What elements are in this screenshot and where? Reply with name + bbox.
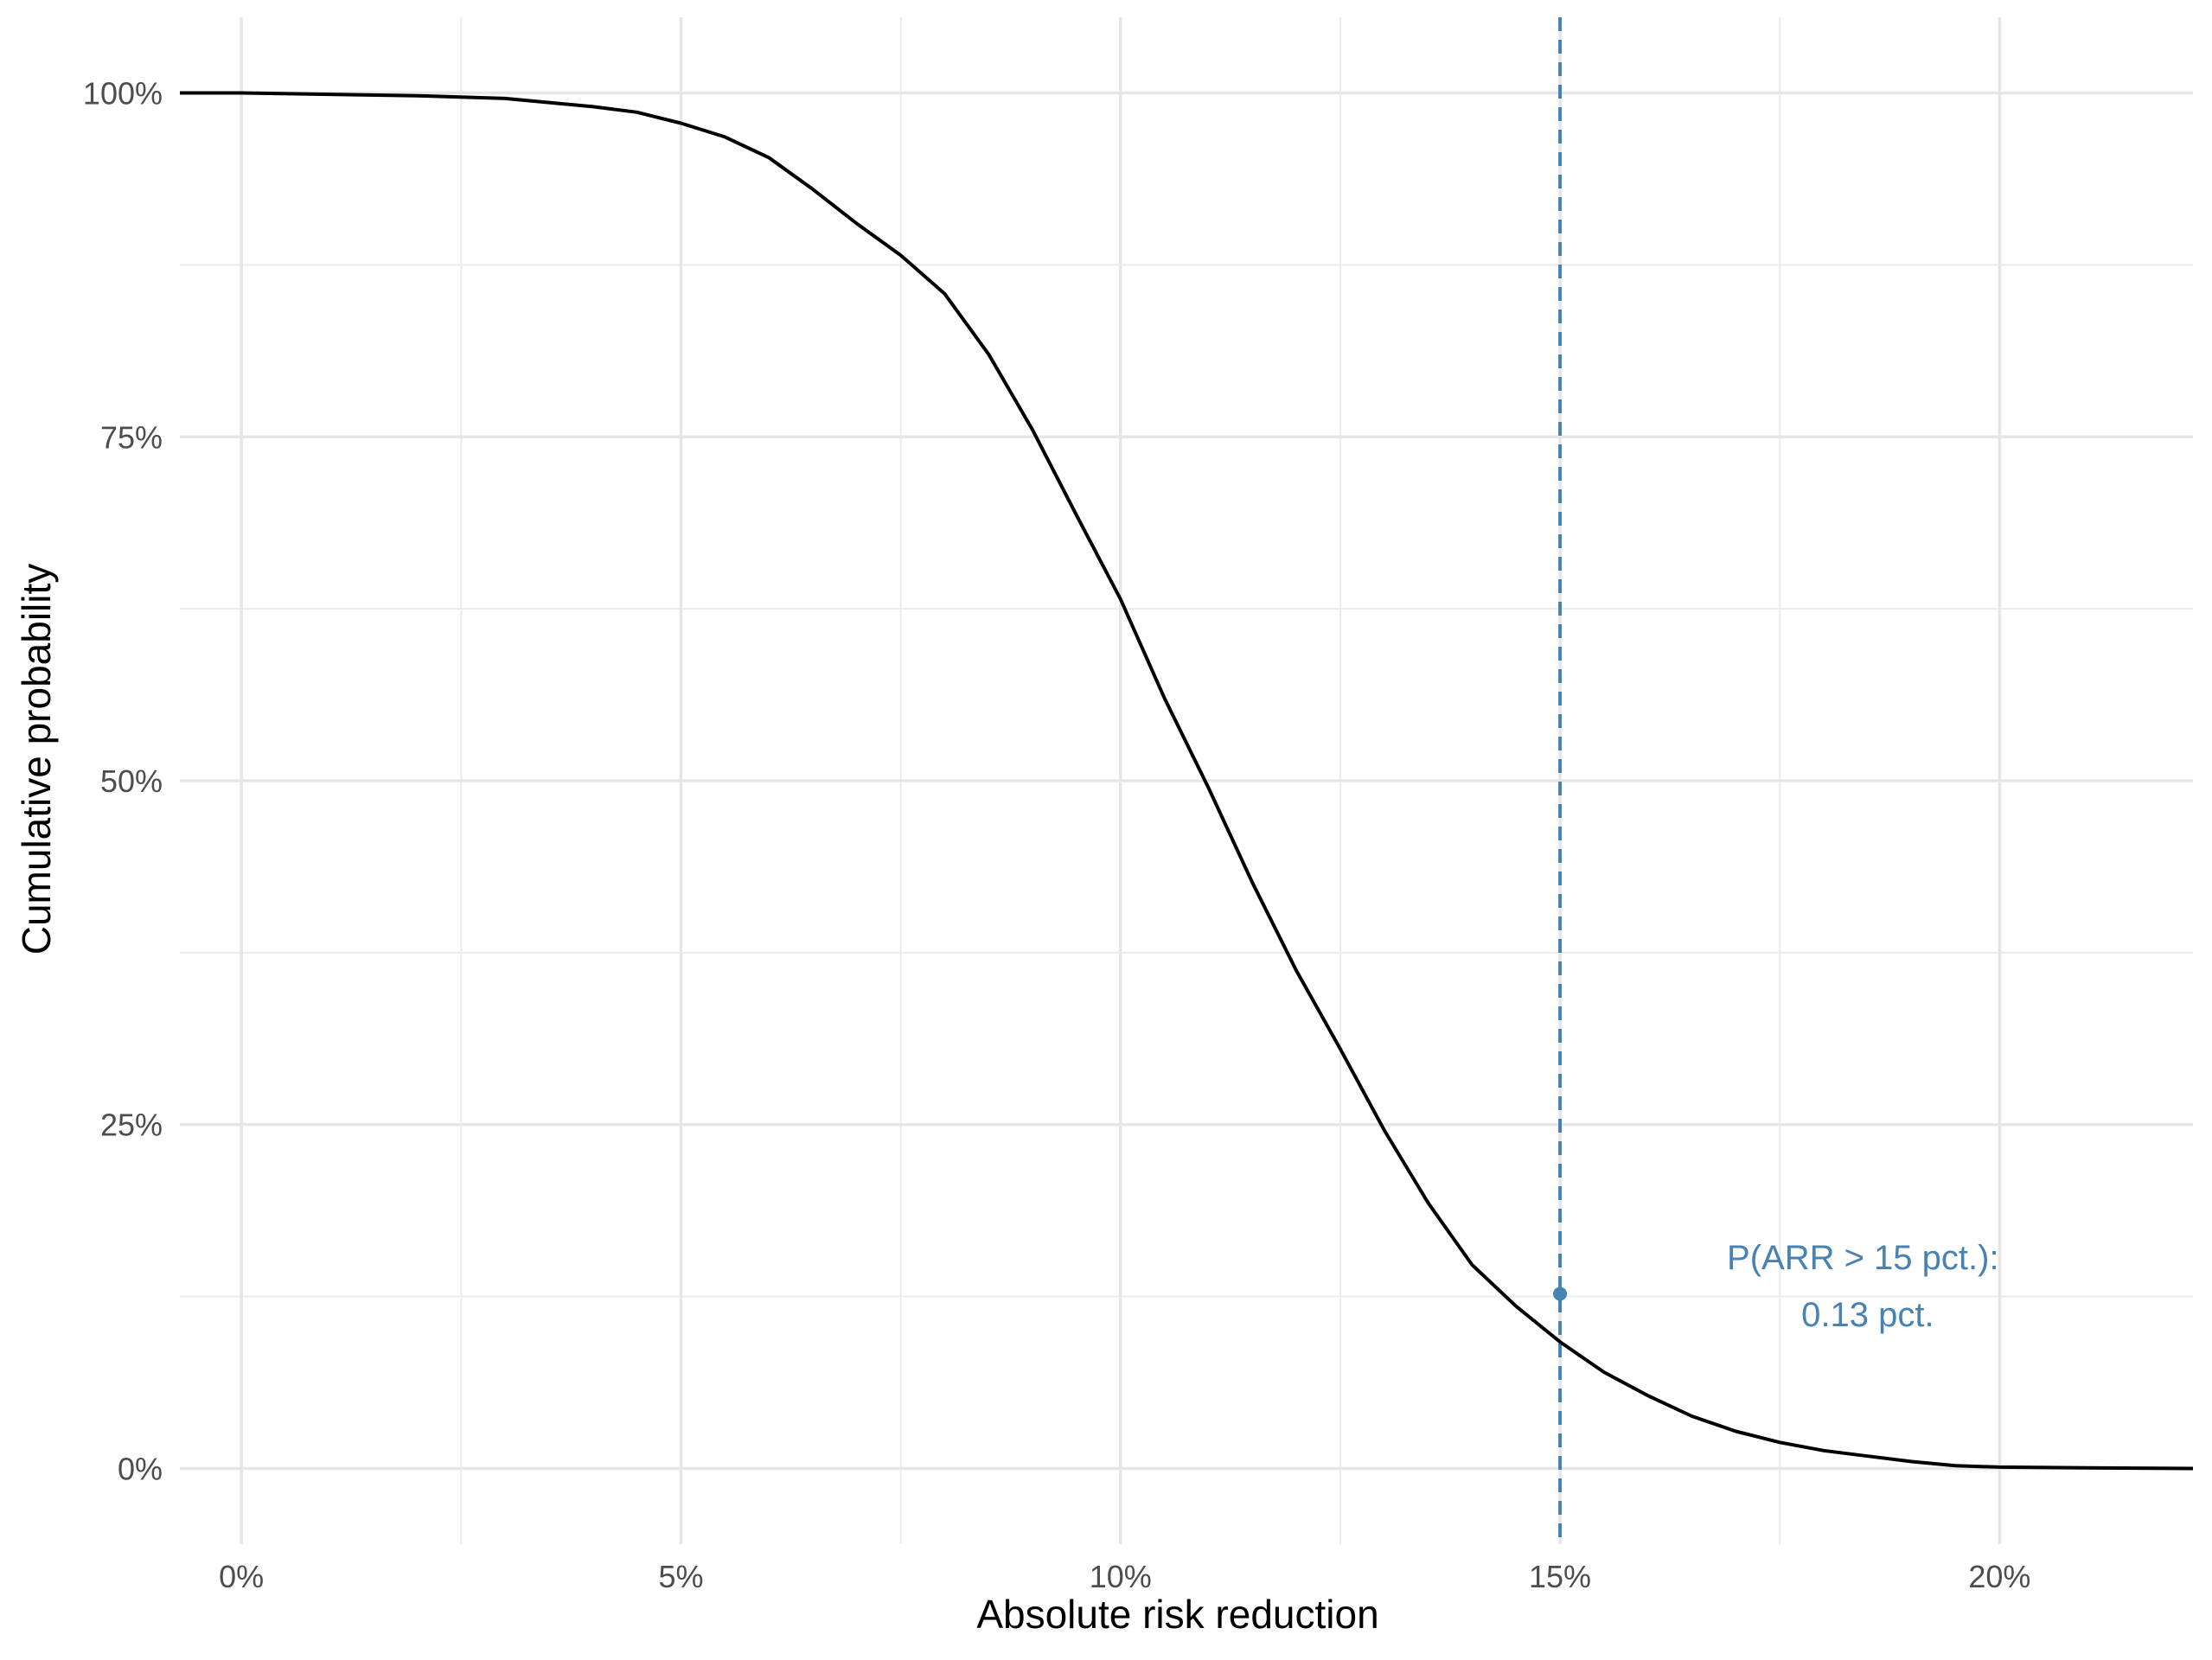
y-tick-label: 25% xyxy=(100,1108,163,1143)
y-axis-title: Cumulative probability xyxy=(14,564,59,955)
x-tick-label: 15% xyxy=(1529,1559,1591,1594)
x-tick-label: 0% xyxy=(219,1559,264,1594)
annotation-line-2: 0.13 pct. xyxy=(1801,1296,1934,1334)
series-layer xyxy=(180,91,2194,1471)
x-tick-label: 5% xyxy=(658,1559,703,1594)
x-axis-title: Absolute risk reduction xyxy=(976,1592,1378,1637)
highlight-layer xyxy=(1553,1286,1568,1301)
x-tick-label: 10% xyxy=(1090,1559,1152,1594)
minor-gridlines xyxy=(180,17,2193,1544)
y-tick-label: 75% xyxy=(100,419,163,455)
y-tick-label: 0% xyxy=(118,1451,163,1486)
probability-annotation: P(ARR > 15 pct.): 0.13 pct. xyxy=(1727,1239,2009,1334)
x-tick-labels: 0% 5% 10% 15% 20% xyxy=(219,1559,2030,1594)
x-tick-label: 20% xyxy=(1968,1559,2030,1594)
y-tick-label: 100% xyxy=(83,76,163,112)
highlight-point xyxy=(1553,1286,1568,1301)
annotation-line-1: P(ARR > 15 pct.): xyxy=(1727,1239,1999,1277)
y-tick-labels: 0% 25% 50% 75% 100% xyxy=(83,76,163,1487)
y-tick-label: 50% xyxy=(100,763,163,799)
cumulative-curve xyxy=(180,91,2194,1471)
